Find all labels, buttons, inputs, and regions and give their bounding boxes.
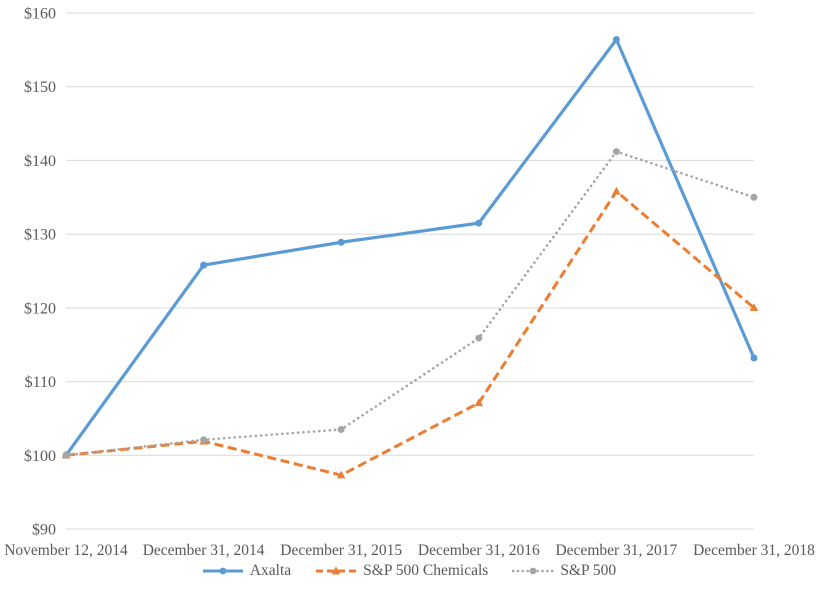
legend-item-axalta: Axalta	[202, 562, 291, 580]
legend-label-s-p-500-chemicals: S&P 500 Chemicals	[363, 562, 489, 579]
x-axis-category-label: December 31, 2017	[555, 542, 677, 559]
data-point-marker	[337, 238, 345, 246]
legend-swatch-axalta	[202, 567, 243, 575]
legend-marker	[529, 567, 537, 575]
legend-item-s-p-500: S&P 500	[512, 562, 616, 580]
legend-label-axalta: Axalta	[249, 562, 292, 579]
x-axis-category-label: November 12, 2014	[4, 542, 128, 559]
data-point-marker	[475, 334, 483, 342]
legend-marker	[219, 567, 227, 575]
y-axis-tick-label: $140	[24, 153, 56, 170]
y-axis-tick-label: $90	[32, 522, 56, 539]
legend-swatch-s-p-500-chemicals	[316, 566, 357, 575]
data-point-marker	[749, 303, 759, 312]
legend-label-s-p-500: S&P 500	[560, 562, 617, 579]
legend-swatch-s-p-500	[512, 567, 555, 575]
series-line-s-p-500-chemicals	[65, 189, 755, 477]
y-axis-tick-label: $130	[24, 227, 56, 244]
data-point-marker	[337, 425, 345, 433]
y-axis-tick-label: $160	[24, 6, 56, 23]
data-point-marker	[62, 451, 70, 459]
data-point-marker	[612, 36, 620, 44]
data-point-marker	[612, 148, 620, 156]
y-axis-tick-label: $150	[24, 79, 56, 96]
series-line-axalta	[64, 36, 756, 457]
y-axis-tick-label: $120	[24, 300, 56, 317]
legend-item-s-p-500-chemicals: S&P 500 Chemicals	[315, 562, 488, 580]
data-point-marker	[750, 354, 758, 362]
x-axis-category-label: December 31, 2018	[693, 542, 815, 559]
x-axis-category-label: December 31, 2014	[143, 542, 265, 559]
data-point-marker	[612, 186, 621, 195]
y-axis-tick-label: $110	[25, 374, 56, 391]
data-point-marker	[750, 193, 758, 201]
y-axis-tick-label: $100	[24, 448, 56, 465]
data-point-marker	[200, 436, 208, 444]
data-point-marker	[200, 261, 208, 269]
chart-legend: Axalta S&P 500 Chemicals S&P 500	[0, 559, 818, 583]
data-point-marker	[336, 470, 346, 479]
data-point-marker	[474, 398, 484, 407]
x-axis-category-label: December 31, 2015	[280, 542, 402, 559]
legend-marker	[331, 566, 341, 575]
x-axis-category-label: December 31, 2016	[418, 542, 540, 559]
data-point-marker	[475, 219, 483, 227]
series-line-s-p-500	[64, 150, 756, 457]
